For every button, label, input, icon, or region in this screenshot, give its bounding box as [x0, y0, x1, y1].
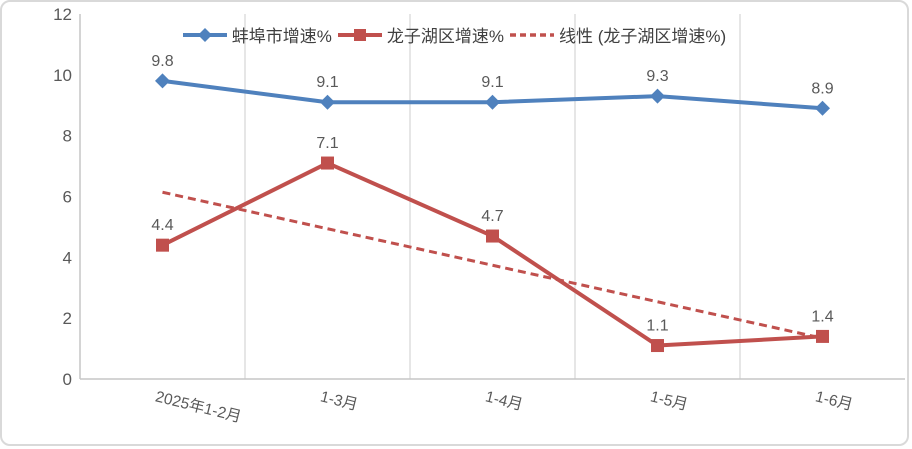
legend-label: 线性 (龙子湖区增速%) — [559, 27, 727, 46]
x-axis-category-label: 1-3月 — [319, 388, 360, 414]
legend-label: 龙子湖区增速% — [386, 27, 505, 46]
legend-item-2[interactable]: 线性 (龙子湖区增速%) — [510, 22, 726, 47]
data-point-marker-square — [816, 329, 829, 343]
y-axis-tick-label: 0 — [63, 370, 72, 389]
data-point-label: 9.1 — [316, 74, 338, 91]
data-point-marker-diamond — [650, 88, 665, 104]
data-point-marker-square — [156, 238, 169, 252]
data-point-label: 4.7 — [481, 208, 503, 225]
chart-legend: 蚌埠市增速% 龙子湖区增速% 线性 (龙子湖区增速%) — [2, 22, 907, 47]
y-axis-tick-label: 10 — [53, 66, 72, 85]
legend-dashed-line-icon — [510, 32, 555, 37]
data-point-label: 9.1 — [481, 74, 503, 91]
data-point-marker-diamond — [155, 73, 170, 89]
legend-diamond-marker-icon — [182, 27, 227, 42]
x-axis-category-label: 1-5月 — [649, 388, 690, 414]
data-point-marker-square — [486, 229, 499, 243]
trendline — [162, 190, 823, 340]
data-point-marker-square — [651, 339, 664, 353]
data-point-marker-diamond — [320, 94, 335, 110]
data-point-label: 8.9 — [811, 80, 833, 97]
legend-diamond-glyph — [197, 27, 212, 42]
chart-plot: 0 2 4 6 8 10 12 2025年1-2月 1-3月 1-4月 1-5月 1-6月 9.8 9.1… — [53, 5, 905, 426]
x-axis-category-label: 1-6月 — [814, 388, 855, 414]
y-axis-tick-label: 12 — [53, 5, 72, 24]
data-point-marker-diamond — [485, 94, 500, 110]
data-point-label: 9.8 — [151, 53, 173, 70]
data-point-label: 9.3 — [646, 68, 668, 85]
y-axis-tick-label: 8 — [63, 127, 72, 146]
x-axis-category-label: 2025年1-2月 — [154, 387, 244, 426]
data-point-marker-diamond — [815, 100, 830, 116]
legend-item-0[interactable]: 蚌埠市增速% — [182, 22, 332, 47]
y-axis-tick-label: 2 — [63, 309, 72, 328]
legend-square-glyph — [353, 28, 366, 41]
data-point-label: 4.4 — [151, 217, 173, 234]
legend-square-marker-icon — [337, 28, 382, 41]
data-point-label: 1.4 — [811, 308, 833, 325]
legend-label: 蚌埠市增速% — [231, 27, 332, 46]
y-axis-tick-label: 4 — [63, 248, 72, 267]
y-axis-tick-label: 6 — [63, 188, 72, 207]
legend-item-1[interactable]: 龙子湖区增速% — [337, 22, 505, 47]
x-axis-category-label: 1-4月 — [484, 388, 525, 414]
data-point-label: 7.1 — [316, 135, 338, 152]
data-point-label: 1.1 — [646, 318, 668, 335]
series-line-1 — [160, 161, 825, 348]
data-point-marker-square — [321, 156, 334, 170]
